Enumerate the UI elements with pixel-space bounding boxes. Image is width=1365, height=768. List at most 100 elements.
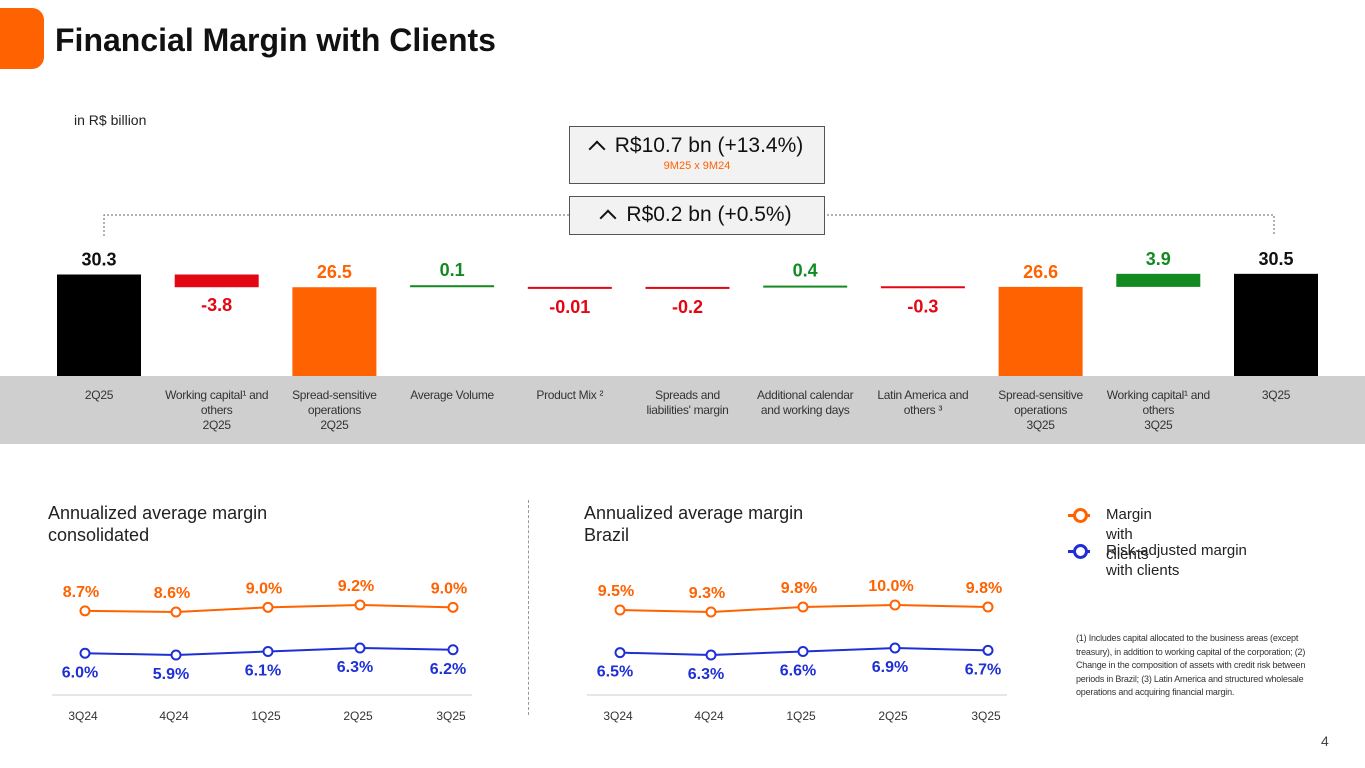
waterfall-bar bbox=[174, 274, 259, 288]
series-data-label: 8.6% bbox=[154, 585, 190, 602]
ytd-comparison-label: 9M25 x 9M24 bbox=[663, 160, 731, 172]
caret-up-icon bbox=[588, 140, 606, 158]
x-tick-label: 1Q25 bbox=[251, 709, 281, 723]
x-tick-label: 4Q24 bbox=[159, 709, 189, 723]
waterfall-value-label: -0.3 bbox=[907, 296, 938, 316]
waterfall-category-label: 3Q25 bbox=[1144, 418, 1173, 432]
waterfall-bar bbox=[1116, 273, 1201, 287]
series-data-label: 9.3% bbox=[689, 585, 725, 602]
waterfall-value-label: -0.2 bbox=[672, 297, 703, 317]
x-tick-label: 3Q24 bbox=[68, 709, 98, 723]
qoq-growth-box: R$0.2 bn (+0.5%) bbox=[569, 196, 825, 235]
category-band bbox=[0, 376, 1365, 444]
series-data-label: 6.5% bbox=[597, 664, 633, 681]
brazil-title-line: Annualized average margin bbox=[584, 503, 804, 523]
waterfall-bar bbox=[410, 285, 495, 288]
waterfall-value-label: 26.6 bbox=[1023, 262, 1058, 282]
series-data-label: 6.9% bbox=[872, 659, 908, 676]
waterfall-bar bbox=[292, 287, 377, 376]
page-number: 4 bbox=[1321, 733, 1329, 749]
waterfall-category-label: 3Q25 bbox=[1262, 388, 1291, 402]
waterfall-category-label: 3Q25 bbox=[1027, 418, 1056, 432]
brazil-title-line: Brazil bbox=[584, 525, 630, 545]
series-point bbox=[79, 647, 91, 659]
waterfall-category-label: Spreads and bbox=[655, 388, 720, 402]
consolidated-title-line: consolidated bbox=[48, 525, 150, 545]
brazil-chart-title: Annualized average margin Brazil bbox=[584, 502, 803, 546]
x-tick-label: 2Q25 bbox=[343, 709, 373, 723]
brand-logo-block bbox=[0, 8, 44, 69]
series-point bbox=[170, 649, 182, 661]
series-data-label: 10.0% bbox=[868, 578, 913, 595]
series-point bbox=[614, 647, 626, 659]
waterfall-value-label: 30.3 bbox=[81, 250, 116, 270]
waterfall-value-label: 26.5 bbox=[317, 262, 352, 282]
waterfall-category-label: Average Volume bbox=[410, 388, 494, 402]
waterfall-category-label: and working days bbox=[761, 403, 850, 417]
series-point bbox=[170, 606, 182, 618]
series-data-label: 6.1% bbox=[245, 663, 281, 680]
series-data-label: 6.7% bbox=[965, 661, 1001, 678]
series-data-label: 9.5% bbox=[598, 583, 634, 600]
series-data-label: 6.2% bbox=[430, 661, 466, 678]
unit-label: in R$ billion bbox=[74, 112, 147, 128]
series-point bbox=[982, 644, 994, 656]
waterfall-category-label: Working capital¹ and bbox=[1107, 388, 1210, 402]
series-data-label: 6.3% bbox=[337, 659, 373, 676]
consolidated-chart-title: Annualized average margin consolidated bbox=[48, 502, 267, 546]
waterfall-bar bbox=[763, 285, 848, 288]
bracket-right bbox=[823, 214, 1275, 236]
x-tick-label: 4Q24 bbox=[694, 709, 724, 723]
x-tick-label: 1Q25 bbox=[786, 709, 816, 723]
series-point bbox=[354, 642, 366, 654]
consolidated-title-line: Annualized average margin bbox=[48, 503, 268, 523]
chart-divider bbox=[528, 500, 529, 715]
waterfall-bar bbox=[880, 286, 965, 289]
series-point bbox=[447, 644, 459, 656]
series-data-label: 6.3% bbox=[688, 666, 724, 683]
waterfall-bar bbox=[1234, 273, 1318, 376]
waterfall-category-label: others ³ bbox=[904, 403, 943, 417]
series-data-label: 9.2% bbox=[338, 578, 374, 595]
legend-marker-icon bbox=[1073, 544, 1088, 559]
series-point bbox=[79, 605, 91, 617]
ytd-growth-value: R$10.7 bn (+13.4%) bbox=[614, 134, 804, 157]
series-point bbox=[262, 601, 274, 613]
caret-up-icon bbox=[599, 209, 617, 227]
series-data-label: 8.7% bbox=[63, 584, 99, 601]
series-point bbox=[797, 646, 809, 657]
waterfall-bar bbox=[527, 286, 612, 289]
waterfall-category-label: Spread-sensitive bbox=[998, 388, 1083, 402]
waterfall-category-label: others bbox=[1143, 403, 1175, 417]
waterfall-category-label: Working capital¹ and bbox=[165, 388, 268, 402]
series-point bbox=[262, 646, 274, 657]
series-point bbox=[447, 601, 459, 613]
series-point bbox=[614, 604, 626, 616]
waterfall-category-label: Product Mix ² bbox=[536, 388, 603, 402]
series-point bbox=[982, 601, 994, 613]
waterfall-category-label: liabilities' margin bbox=[647, 403, 729, 417]
waterfall-category-label: Latin America and bbox=[877, 388, 968, 402]
x-tick-label: 3Q24 bbox=[603, 709, 633, 723]
waterfall-category-label: others bbox=[201, 403, 233, 417]
series-point bbox=[889, 599, 901, 611]
waterfall-value-label: 30.5 bbox=[1258, 249, 1293, 269]
waterfall-bar bbox=[998, 286, 1083, 376]
waterfall-value-label: -3.8 bbox=[201, 295, 232, 315]
series-data-label: 6.6% bbox=[780, 663, 816, 680]
waterfall-value-label: -0.01 bbox=[549, 297, 590, 317]
series-data-label: 9.0% bbox=[246, 580, 282, 597]
page-title: Financial Margin with Clients bbox=[55, 22, 496, 58]
waterfall-value-label: 0.4 bbox=[793, 261, 818, 281]
series-point bbox=[797, 601, 809, 613]
x-tick-label: 2Q25 bbox=[878, 709, 908, 723]
series-point bbox=[354, 599, 366, 611]
legend-marker-icon bbox=[1073, 508, 1088, 523]
series-point bbox=[705, 606, 717, 618]
waterfall-category-label: Spread-sensitive bbox=[292, 388, 377, 402]
series-data-label: 5.9% bbox=[153, 666, 189, 683]
waterfall-category-label: 2Q25 bbox=[85, 388, 114, 402]
waterfall-bar bbox=[645, 286, 730, 289]
footnote: (1) Includes capital allocated to the bu… bbox=[1076, 633, 1306, 697]
